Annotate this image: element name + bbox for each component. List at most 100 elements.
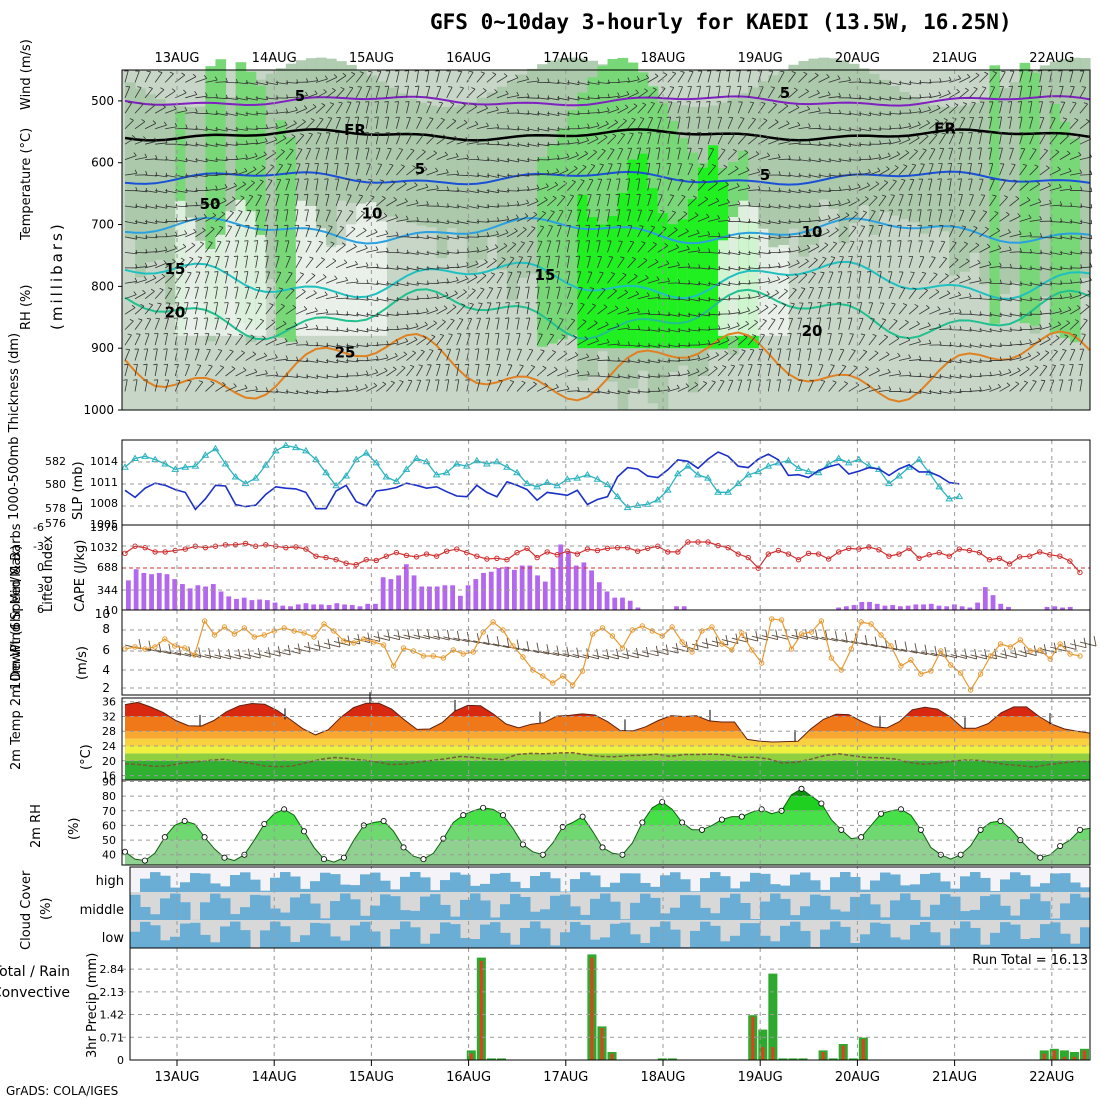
wind-barb	[1039, 185, 1051, 191]
cloud-block	[250, 894, 261, 920]
wind-barb	[1019, 116, 1023, 129]
wind-barb	[597, 342, 610, 346]
wind-barb	[285, 96, 298, 99]
wind-speed-point	[1067, 651, 1073, 657]
wind-barb-flag	[402, 181, 407, 185]
cloud-block	[700, 878, 711, 892]
wind-barb-10m	[890, 647, 908, 653]
wind-barb	[999, 231, 1011, 238]
wind-barb	[566, 255, 570, 268]
wind-barb	[496, 333, 500, 346]
wind-barb	[557, 169, 569, 176]
wind-barb	[255, 225, 259, 238]
wind-barb	[818, 244, 829, 253]
wind-barb-flag	[455, 276, 459, 281]
wind-barb	[356, 247, 368, 253]
wind-barb-flag	[736, 322, 740, 326]
lifted-index-point	[333, 557, 339, 563]
wind-barb	[164, 90, 176, 99]
thickness-point	[804, 467, 813, 475]
wind-barb	[365, 147, 370, 160]
lifted-index-point	[363, 557, 369, 563]
wind-barb	[255, 81, 268, 86]
rh-band	[315, 57, 327, 265]
cloud-block	[360, 915, 371, 920]
wind-barb	[798, 247, 810, 253]
wind-barb-flag	[663, 72, 668, 76]
wind-barb-10m	[154, 649, 171, 655]
wind-barb	[315, 294, 328, 300]
wind-barb	[607, 209, 610, 222]
wind-barb-flag	[980, 194, 985, 196]
wind-barb	[878, 210, 885, 222]
wind-barb	[365, 86, 371, 98]
wind-barb	[778, 190, 791, 194]
wind-barb-flag	[841, 240, 846, 243]
wind-barb	[185, 128, 198, 130]
rh-band	[125, 840, 1090, 865]
cape-bar	[944, 606, 950, 610]
wind-barb	[155, 142, 168, 145]
wind-barb-flag	[580, 302, 585, 305]
wind-barb-flag	[741, 349, 746, 352]
wind-barb-flag	[620, 132, 625, 135]
wind-barb-flag	[304, 178, 309, 180]
wind-barb-flag	[506, 107, 510, 112]
wind-barb-flag	[246, 126, 248, 131]
rh-band	[406, 98, 418, 224]
lifted-index-point	[423, 551, 430, 557]
wind-barb-flag	[678, 278, 681, 283]
wind-barb-10m-flag	[397, 629, 401, 640]
wind-barb-flag	[1019, 340, 1022, 345]
wind-barb-flag	[901, 179, 906, 181]
wind-barb	[888, 240, 892, 253]
rh-band-moist	[1069, 138, 1081, 343]
wind-barb	[496, 272, 504, 284]
wind-barb	[959, 278, 971, 284]
wind-barb	[205, 256, 211, 268]
wind-barb	[576, 209, 582, 222]
wind-barb-flag	[631, 256, 636, 260]
wind-barb	[335, 280, 348, 284]
wind-barb-flag	[386, 247, 389, 252]
wind-barb	[919, 109, 931, 114]
wind-barb-flag	[767, 277, 771, 282]
wind-barb	[808, 246, 820, 253]
wind-barb	[979, 147, 982, 160]
wind-barb	[275, 151, 285, 160]
wind-barb-flag	[686, 132, 691, 134]
wind-barb	[898, 97, 911, 100]
lifted-index-point	[443, 548, 450, 554]
wind-barb-flag	[527, 185, 530, 190]
wind-barb	[979, 211, 988, 222]
wind-barb	[215, 317, 219, 330]
wind-barb	[1039, 70, 1043, 83]
wind-barb	[777, 379, 782, 392]
wind-speed-point	[589, 631, 596, 637]
cloud-block	[180, 902, 191, 920]
wind-barb-flag	[454, 379, 459, 381]
wind-barb	[587, 305, 596, 315]
wind-barb	[567, 354, 579, 361]
wind-barb	[828, 302, 832, 315]
thickness-point	[292, 443, 300, 451]
wind-barb	[325, 210, 331, 222]
wind-speed-point	[977, 671, 984, 677]
wind-barb-flag	[1005, 211, 1010, 215]
lifted-index-point	[825, 556, 832, 562]
wind-barb-flag	[967, 275, 971, 280]
wind-barb	[215, 187, 228, 191]
wind-barb-flag	[404, 70, 409, 72]
wind-barb	[145, 158, 158, 161]
wind-speed-point	[311, 634, 317, 640]
rh-band	[155, 99, 166, 260]
wind-barb	[355, 179, 362, 191]
wind-barb	[989, 72, 997, 83]
wind-barb-flag	[809, 203, 811, 208]
wind-barb-flag	[788, 247, 791, 252]
wind-barb-flag	[1047, 70, 1052, 72]
wind-barb	[527, 128, 539, 132]
wind-barb	[778, 158, 791, 161]
wind-barb	[365, 179, 373, 191]
wind-barb-flag	[736, 183, 740, 187]
